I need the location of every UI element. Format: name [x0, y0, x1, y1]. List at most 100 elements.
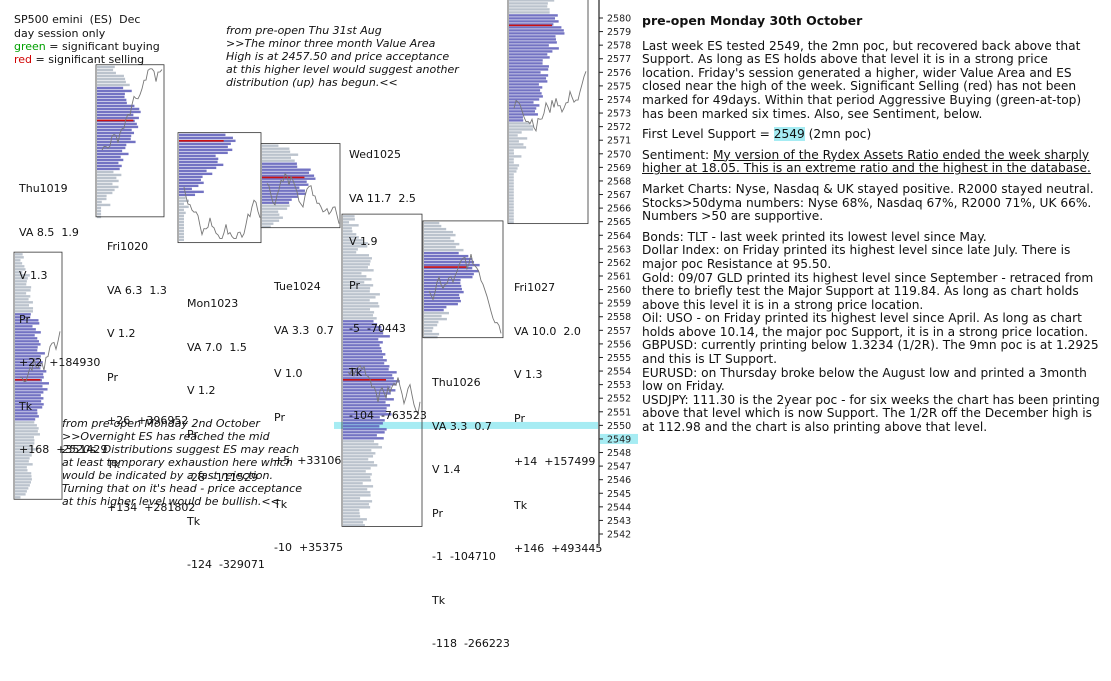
profile-bar	[262, 207, 288, 210]
profile-bar	[509, 119, 524, 122]
profile-bar	[97, 125, 139, 129]
profile-bar	[15, 277, 28, 280]
profile-bar	[262, 144, 279, 147]
profile-bar	[262, 180, 307, 183]
profile-bar	[15, 415, 39, 418]
note-line: from pre-open Thu 31st Aug	[226, 24, 382, 37]
profile-bar	[343, 296, 376, 299]
profile-bar	[343, 464, 378, 467]
profile-bar	[343, 476, 371, 479]
profile-bar	[343, 461, 375, 464]
profile-bar	[343, 293, 380, 296]
profile-bar	[15, 328, 36, 331]
profile-bar	[509, 8, 550, 11]
eurusd: EURUSD: on Thursday broke below the Augu…	[642, 365, 1087, 394]
profile-bar	[15, 481, 32, 484]
profile-bar	[15, 463, 33, 466]
axis-tick-label: 2547	[607, 462, 631, 473]
profile-bar	[179, 187, 192, 191]
profile-bar	[343, 419, 385, 422]
profile-bar	[424, 233, 456, 237]
profile-bar	[97, 152, 129, 156]
profile-bar	[262, 195, 299, 198]
profile-bar	[343, 278, 372, 281]
profile-bar	[509, 53, 548, 56]
market-charts: Market Charts: Nyse, Nasdaq & UK stayed …	[642, 181, 1094, 196]
profile-bar	[343, 410, 387, 413]
profile-bar	[97, 194, 107, 198]
profile-bar	[179, 145, 228, 149]
legend-green-label: green	[14, 40, 46, 53]
session-box	[507, 0, 589, 225]
profile-bar	[15, 439, 35, 442]
profile-bar	[97, 134, 132, 138]
profile-bar	[509, 14, 558, 17]
profile-bar	[15, 373, 44, 376]
profile-bar	[15, 340, 39, 343]
profile-bar	[509, 203, 514, 206]
profile-bar	[15, 265, 25, 268]
profile-bar	[343, 284, 374, 287]
profile-bar	[343, 269, 374, 272]
profile-bar	[424, 311, 449, 315]
profile-bar	[509, 56, 550, 59]
profile-bar	[343, 311, 375, 314]
profile-bar	[509, 92, 542, 95]
profile-bar	[343, 524, 365, 527]
session-tk-label: Tk	[349, 365, 363, 379]
profile-bar	[509, 50, 553, 53]
profile-bar	[509, 185, 514, 188]
profile-bar	[424, 230, 453, 234]
profile-bar	[97, 179, 119, 183]
session-tk-label: Tk	[19, 399, 33, 413]
profile-bar	[15, 322, 40, 325]
profile-bar	[509, 140, 519, 143]
session-pr: +5 +33106	[274, 454, 342, 467]
profile-bar	[97, 164, 122, 168]
profile-bar	[424, 266, 473, 270]
axis-tick-label: 2565	[607, 217, 631, 228]
profile-bar	[179, 133, 226, 137]
profile-bar	[97, 68, 114, 72]
profile-bar	[97, 113, 134, 117]
session-va: VA 3.3 0.7	[274, 323, 334, 337]
profile-bar	[15, 424, 37, 427]
profile-bar	[343, 365, 390, 368]
axis-tick-label: 2578	[607, 41, 631, 52]
profile-bar	[509, 128, 534, 131]
profile-bar	[343, 239, 363, 242]
profile-bar	[179, 226, 184, 230]
profile-bar	[343, 320, 374, 323]
profile-bar	[343, 305, 380, 308]
profile-bar	[509, 80, 548, 83]
session-pr-label: Pr	[19, 312, 30, 326]
note-line: 2520s. Distributions suggest ES may reac…	[62, 443, 300, 456]
note-line: at this higher level would suggest anoth…	[226, 63, 459, 76]
profile-bar	[509, 20, 559, 23]
sentiment-link[interactable]: My version of the Rydex Assets Ratio end…	[642, 147, 1091, 176]
profile-bar	[97, 212, 102, 216]
profile-bar	[15, 451, 33, 454]
profile-bar	[262, 210, 279, 213]
profile-bar	[15, 283, 27, 286]
session-box	[260, 143, 341, 229]
legend-red: red = significant selling	[14, 53, 144, 68]
gold: Gold: 09/07 GLD printed its highest leve…	[642, 270, 1094, 312]
note-october: from pre-open Monday 2nd October >>Overn…	[62, 417, 302, 508]
profile-bar	[343, 452, 376, 455]
profile-bar	[343, 494, 371, 497]
profile-bar	[343, 236, 359, 239]
profile-bar	[97, 122, 137, 126]
profile-bar	[343, 392, 391, 395]
profile-bar	[15, 325, 33, 328]
profile-bar	[343, 485, 374, 488]
profile-bar	[509, 38, 556, 41]
profile-bar	[509, 68, 549, 71]
profile-bar	[97, 188, 115, 192]
profile-bar	[15, 316, 31, 319]
profile-bar	[343, 389, 396, 392]
legend-green-text: = significant buying	[45, 40, 160, 53]
profile-bar	[343, 353, 386, 356]
session-pr: +22 +184930	[19, 356, 101, 369]
axis-tick-label: 2574	[607, 95, 631, 106]
